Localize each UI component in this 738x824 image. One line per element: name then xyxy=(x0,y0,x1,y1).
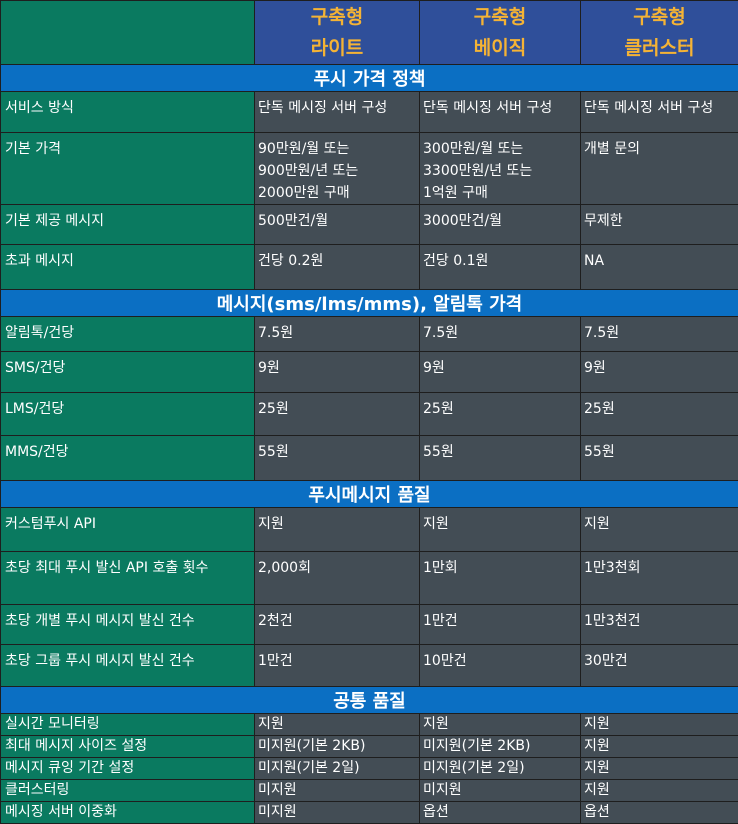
row-label: 메시지 큐잉 기간 설정 xyxy=(1,758,255,780)
value-cell: 단독 메시징 서버 구성 xyxy=(581,92,738,133)
table-row: 최대 메시지 사이즈 설정 미지원(기본 2KB) 미지원(기본 2KB) 지원 xyxy=(1,736,738,758)
row-label: 커스텀푸시 API xyxy=(1,508,255,552)
value-cell: 300만원/월 또는 3300만원/년 또는 1억원 구매 xyxy=(420,133,581,205)
row-label: 메시징 서버 이중화 xyxy=(1,802,255,824)
value-cell: 1만3천회 xyxy=(581,552,738,605)
value-cell: 90만원/월 또는 900만원/년 또는 2000만원 구매 xyxy=(255,133,420,205)
value-cell: 9원 xyxy=(420,352,581,393)
table-row: SMS/건당 9원 9원 9원 xyxy=(1,352,738,393)
section-row: 푸시 가격 정책 xyxy=(1,65,738,92)
value-cell: 지원 xyxy=(255,508,420,552)
header-row: 구축형 라이트 구축형 베이직 구축형 클러스터 xyxy=(1,1,738,65)
value-cell: 단독 메시징 서버 구성 xyxy=(255,92,420,133)
section-title-common-quality: 공통 품질 xyxy=(1,687,738,714)
value-cell: 55원 xyxy=(420,436,581,481)
value-cell: 3000만건/월 xyxy=(420,205,581,245)
value-cell: 지원 xyxy=(581,758,738,780)
value-cell: 지원 xyxy=(581,736,738,758)
row-label: 초당 최대 푸시 발신 API 호출 횟수 xyxy=(1,552,255,605)
value-cell: 10만건 xyxy=(420,645,581,687)
table-row: 클러스터링 미지원 미지원 지원 xyxy=(1,780,738,802)
section-row: 메시지(sms/lms/mms), 알림톡 가격 xyxy=(1,290,738,317)
value-cell: 건당 0.2원 xyxy=(255,245,420,290)
table-row: 알림톡/건당 7.5원 7.5원 7.5원 xyxy=(1,317,738,352)
value-cell: 지원 xyxy=(255,714,420,736)
table-row: 초당 그룹 푸시 메시지 발신 건수 1만건 10만건 30만건 xyxy=(1,645,738,687)
value-cell: 미지원(기본 2일) xyxy=(255,758,420,780)
value-cell: 25원 xyxy=(420,393,581,436)
table-row: 서비스 방식 단독 메시징 서버 구성 단독 메시징 서버 구성 단독 메시징 … xyxy=(1,92,738,133)
row-label: 기본 제공 메시지 xyxy=(1,205,255,245)
value-cell: 1만회 xyxy=(420,552,581,605)
header-corner-cell xyxy=(1,1,255,65)
section-title-push-quality: 푸시메시지 품질 xyxy=(1,481,738,508)
section-row: 공통 품질 xyxy=(1,687,738,714)
plan-header-basic: 구축형 베이직 xyxy=(420,1,581,65)
value-cell: 미지원 xyxy=(255,802,420,824)
value-cell: 지원 xyxy=(581,714,738,736)
row-label: MMS/건당 xyxy=(1,436,255,481)
value-cell: 미지원(기본 2일) xyxy=(420,758,581,780)
row-label: 초당 그룹 푸시 메시지 발신 건수 xyxy=(1,645,255,687)
value-cell: 미지원 xyxy=(255,780,420,802)
row-label: 알림톡/건당 xyxy=(1,317,255,352)
row-label: 초과 메시지 xyxy=(1,245,255,290)
row-label: 기본 가격 xyxy=(1,133,255,205)
value-cell: 무제한 xyxy=(581,205,738,245)
table-row: 초과 메시지 건당 0.2원 건당 0.1원 NA xyxy=(1,245,738,290)
table-row: 초당 개별 푸시 메시지 발신 건수 2천건 1만건 1만3천건 xyxy=(1,605,738,645)
table-row: 기본 가격 90만원/월 또는 900만원/년 또는 2000만원 구매 300… xyxy=(1,133,738,205)
section-title-push-pricing: 푸시 가격 정책 xyxy=(1,65,738,92)
value-cell: 지원 xyxy=(581,508,738,552)
table-row: 커스텀푸시 API 지원 지원 지원 xyxy=(1,508,738,552)
value-cell: 미지원 xyxy=(420,780,581,802)
value-cell: 7.5원 xyxy=(581,317,738,352)
value-cell: 미지원(기본 2KB) xyxy=(255,736,420,758)
value-cell: 단독 메시징 서버 구성 xyxy=(420,92,581,133)
value-cell: 7.5원 xyxy=(420,317,581,352)
value-cell: 옵션 xyxy=(420,802,581,824)
value-cell: 1만3천건 xyxy=(581,605,738,645)
value-cell: 지원 xyxy=(420,714,581,736)
value-cell: 2천건 xyxy=(255,605,420,645)
table-row: 실시간 모니터링 지원 지원 지원 xyxy=(1,714,738,736)
row-label: 최대 메시지 사이즈 설정 xyxy=(1,736,255,758)
value-cell: 500만건/월 xyxy=(255,205,420,245)
value-cell: NA xyxy=(581,245,738,290)
table-row: 메시징 서버 이중화 미지원 옵션 옵션 xyxy=(1,802,738,824)
table-row: 기본 제공 메시지 500만건/월 3000만건/월 무제한 xyxy=(1,205,738,245)
row-label: LMS/건당 xyxy=(1,393,255,436)
value-cell: 지원 xyxy=(420,508,581,552)
value-cell: 2,000회 xyxy=(255,552,420,605)
table-row: 메시지 큐잉 기간 설정 미지원(기본 2일) 미지원(기본 2일) 지원 xyxy=(1,758,738,780)
row-label: 실시간 모니터링 xyxy=(1,714,255,736)
value-cell: 55원 xyxy=(255,436,420,481)
value-cell: 1만건 xyxy=(420,605,581,645)
plan-header-cluster: 구축형 클러스터 xyxy=(581,1,738,65)
plan-header-lite: 구축형 라이트 xyxy=(255,1,420,65)
row-label: SMS/건당 xyxy=(1,352,255,393)
value-cell: 9원 xyxy=(581,352,738,393)
section-title-message-pricing: 메시지(sms/lms/mms), 알림톡 가격 xyxy=(1,290,738,317)
value-cell: 25원 xyxy=(581,393,738,436)
value-cell: 개별 문의 xyxy=(581,133,738,205)
section-row: 푸시메시지 품질 xyxy=(1,481,738,508)
value-cell: 30만건 xyxy=(581,645,738,687)
value-cell: 1만건 xyxy=(255,645,420,687)
table-row: 초당 최대 푸시 발신 API 호출 횟수 2,000회 1만회 1만3천회 xyxy=(1,552,738,605)
value-cell: 옵션 xyxy=(581,802,738,824)
row-label: 클러스터링 xyxy=(1,780,255,802)
row-label: 초당 개별 푸시 메시지 발신 건수 xyxy=(1,605,255,645)
value-cell: 건당 0.1원 xyxy=(420,245,581,290)
value-cell: 미지원(기본 2KB) xyxy=(420,736,581,758)
value-cell: 지원 xyxy=(581,780,738,802)
value-cell: 55원 xyxy=(581,436,738,481)
row-label: 서비스 방식 xyxy=(1,92,255,133)
value-cell: 9원 xyxy=(255,352,420,393)
table-row: LMS/건당 25원 25원 25원 xyxy=(1,393,738,436)
value-cell: 25원 xyxy=(255,393,420,436)
table-row: MMS/건당 55원 55원 55원 xyxy=(1,436,738,481)
value-cell: 7.5원 xyxy=(255,317,420,352)
